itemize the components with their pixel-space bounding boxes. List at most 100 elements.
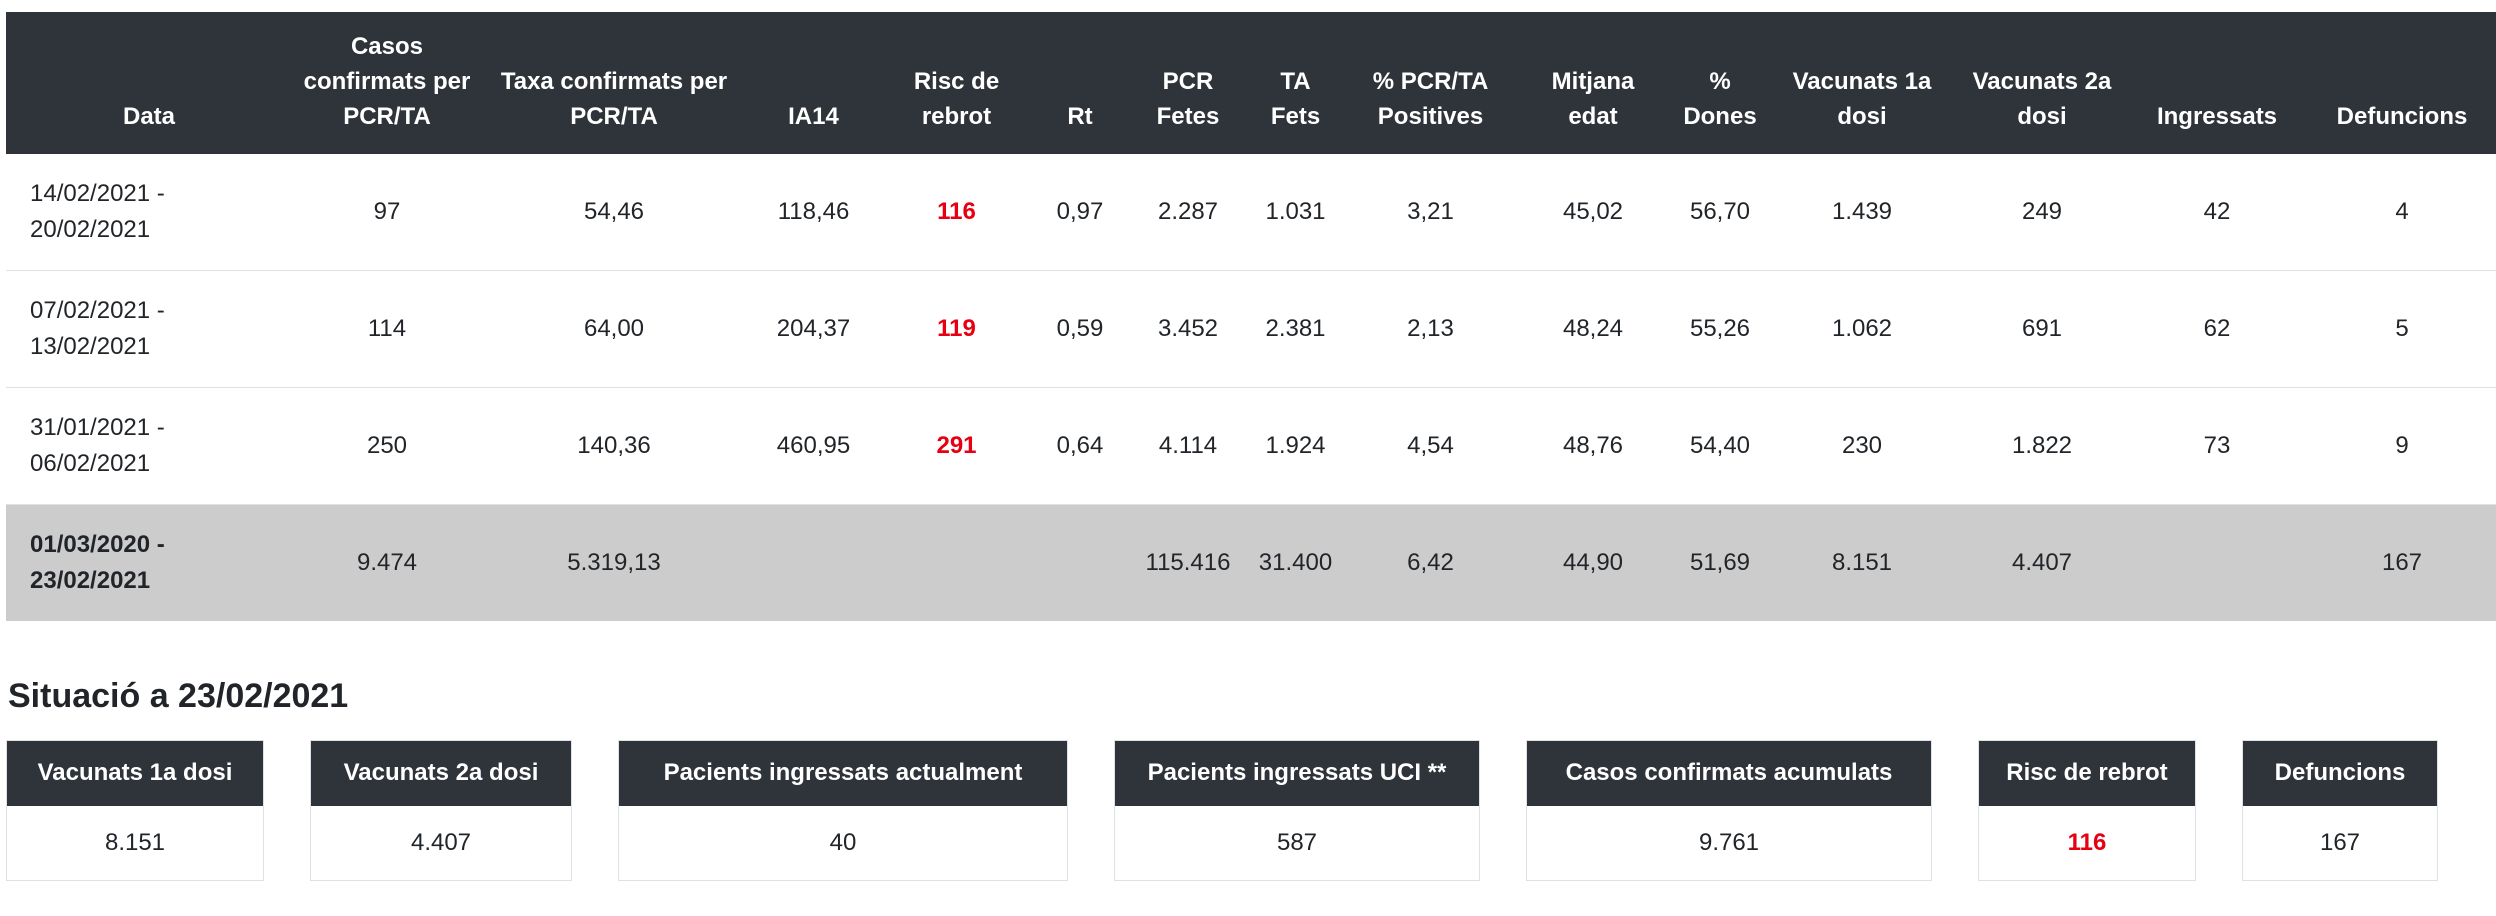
cell-rt: 0,59 xyxy=(1032,270,1128,389)
cell-vacunats-1a-dosi: 230 xyxy=(1772,387,1952,506)
covid-dashboard: Data Casos confirmats per PCR/TA Taxa co… xyxy=(6,12,2496,882)
card-value: 587 xyxy=(1115,806,1479,881)
cell-vacunats-2a-dosi: 249 xyxy=(1952,154,2132,272)
covid-weekly-table: Data Casos confirmats per PCR/TA Taxa co… xyxy=(6,12,2496,622)
cell-pcr-fetes: 3.452 xyxy=(1128,270,1248,389)
cell-data: 14/02/2021 - 20/02/2021 xyxy=(6,154,292,272)
table-row-week-3: 31/01/2021 - 06/02/2021 250 140,36 460,9… xyxy=(6,387,2496,506)
card-risc-de-rebrot: Risc de rebrot 116 xyxy=(1978,740,2196,882)
cell-vacunats-2a-dosi: 691 xyxy=(1952,270,2132,389)
cell-pct-dones: 54,40 xyxy=(1668,387,1772,506)
cell-ta-fets: 2.381 xyxy=(1248,270,1343,389)
cell-pct-pcr-ta-positives: 2,13 xyxy=(1343,270,1518,389)
column-header-vacunats-1a-dosi: Vacunats 1a dosi xyxy=(1772,12,1952,155)
cell-casos-confirmats: 9.474 xyxy=(292,504,482,622)
cell-defuncions: 167 xyxy=(2302,504,2496,622)
column-header-rt: Rt xyxy=(1032,12,1128,155)
column-header-mitjana-edat: Mitjana edat xyxy=(1518,12,1668,155)
column-header-vacunats-2a-dosi: Vacunats 2a dosi xyxy=(1952,12,2132,155)
cell-taxa-confirmats: 140,36 xyxy=(482,387,746,506)
section-title-situacio: Situació a 23/02/2021 xyxy=(8,677,349,716)
column-header-pcr-fetes: PCR Fetes xyxy=(1128,12,1248,155)
column-header-risc-rebrot: Risc de rebrot xyxy=(881,12,1032,155)
column-header-ingressats: Ingressats xyxy=(2132,12,2302,155)
card-label: Vacunats 2a dosi xyxy=(311,741,571,807)
card-vacunats-1a-dosi: Vacunats 1a dosi 8.151 xyxy=(6,740,264,882)
table-row-week-2: 07/02/2021 - 13/02/2021 114 64,00 204,37… xyxy=(6,270,2496,389)
cell-ingressats: 73 xyxy=(2132,387,2302,506)
cell-pct-dones: 55,26 xyxy=(1668,270,1772,389)
table-row-total: 01/03/2020 - 23/02/2021 9.474 5.319,13 1… xyxy=(6,504,2496,622)
cell-risc-rebrot: 119 xyxy=(881,270,1032,389)
cell-ia14: 118,46 xyxy=(746,154,881,272)
cell-mitjana-edat: 48,76 xyxy=(1518,387,1668,506)
card-vacunats-2a-dosi: Vacunats 2a dosi 4.407 xyxy=(310,740,572,882)
cell-rt xyxy=(1032,504,1128,622)
card-value: 4.407 xyxy=(311,806,571,881)
card-value: 116 xyxy=(1979,806,2195,881)
cell-pct-dones: 56,70 xyxy=(1668,154,1772,272)
table-body: 14/02/2021 - 20/02/2021 97 54,46 118,46 … xyxy=(6,154,2496,622)
summary-cards: Vacunats 1a dosi 8.151 Vacunats 2a dosi … xyxy=(6,740,2490,882)
card-label: Vacunats 1a dosi xyxy=(7,741,263,807)
cell-pct-pcr-ta-positives: 4,54 xyxy=(1343,387,1518,506)
cell-ingressats xyxy=(2132,504,2302,622)
table-header: Data Casos confirmats per PCR/TA Taxa co… xyxy=(6,12,2496,155)
card-value: 9.761 xyxy=(1527,806,1931,881)
cell-pct-pcr-ta-positives: 3,21 xyxy=(1343,154,1518,272)
column-header-ia14: IA14 xyxy=(746,12,881,155)
cell-casos-confirmats: 250 xyxy=(292,387,482,506)
column-header-pct-dones: % Dones xyxy=(1668,12,1772,155)
cell-ingressats: 62 xyxy=(2132,270,2302,389)
cell-vacunats-2a-dosi: 4.407 xyxy=(1952,504,2132,622)
cell-defuncions: 5 xyxy=(2302,270,2496,389)
cell-taxa-confirmats: 54,46 xyxy=(482,154,746,272)
column-header-casos-confirmats: Casos confirmats per PCR/TA xyxy=(292,12,482,155)
card-label: Casos confirmats acumulats xyxy=(1527,741,1931,807)
cell-casos-confirmats: 114 xyxy=(292,270,482,389)
cell-taxa-confirmats: 64,00 xyxy=(482,270,746,389)
cell-vacunats-1a-dosi: 1.439 xyxy=(1772,154,1952,272)
column-header-data: Data xyxy=(6,12,292,155)
column-header-taxa-confirmats: Taxa confirmats per PCR/TA xyxy=(482,12,746,155)
cell-defuncions: 4 xyxy=(2302,154,2496,272)
cell-vacunats-1a-dosi: 8.151 xyxy=(1772,504,1952,622)
card-defuncions: Defuncions 167 xyxy=(2242,740,2438,882)
cell-pcr-fetes: 115.416 xyxy=(1128,504,1248,622)
card-label: Defuncions xyxy=(2243,741,2437,807)
cell-mitjana-edat: 48,24 xyxy=(1518,270,1668,389)
cell-vacunats-1a-dosi: 1.062 xyxy=(1772,270,1952,389)
cell-risc-rebrot: 291 xyxy=(881,387,1032,506)
cell-taxa-confirmats: 5.319,13 xyxy=(482,504,746,622)
cell-rt: 0,64 xyxy=(1032,387,1128,506)
cell-mitjana-edat: 45,02 xyxy=(1518,154,1668,272)
card-value: 8.151 xyxy=(7,806,263,881)
cell-pcr-fetes: 2.287 xyxy=(1128,154,1248,272)
cell-mitjana-edat: 44,90 xyxy=(1518,504,1668,622)
card-value: 167 xyxy=(2243,806,2437,881)
cell-ta-fets: 1.924 xyxy=(1248,387,1343,506)
table-row-week-1: 14/02/2021 - 20/02/2021 97 54,46 118,46 … xyxy=(6,154,2496,272)
cell-rt: 0,97 xyxy=(1032,154,1128,272)
card-label: Pacients ingressats UCI ** xyxy=(1115,741,1479,807)
cell-ta-fets: 1.031 xyxy=(1248,154,1343,272)
cell-vacunats-2a-dosi: 1.822 xyxy=(1952,387,2132,506)
cell-casos-confirmats: 97 xyxy=(292,154,482,272)
cell-data: 07/02/2021 - 13/02/2021 xyxy=(6,270,292,389)
cell-risc-rebrot: 116 xyxy=(881,154,1032,272)
cell-ia14: 460,95 xyxy=(746,387,881,506)
column-header-ta-fets: TA Fets xyxy=(1248,12,1343,155)
cell-ia14: 204,37 xyxy=(746,270,881,389)
column-header-defuncions: Defuncions xyxy=(2302,12,2496,155)
cell-pct-pcr-ta-positives: 6,42 xyxy=(1343,504,1518,622)
card-label: Risc de rebrot xyxy=(1979,741,2195,807)
cell-risc-rebrot xyxy=(881,504,1032,622)
cell-defuncions: 9 xyxy=(2302,387,2496,506)
column-header-pct-pcr-ta-positives: % PCR/TA Positives xyxy=(1343,12,1518,155)
cell-pct-dones: 51,69 xyxy=(1668,504,1772,622)
header-row: Data Casos confirmats per PCR/TA Taxa co… xyxy=(6,12,2496,155)
cell-ta-fets: 31.400 xyxy=(1248,504,1343,622)
card-value: 40 xyxy=(619,806,1067,881)
card-label: Pacients ingressats actualment xyxy=(619,741,1067,807)
card-pacients-ingressats-uci: Pacients ingressats UCI ** 587 xyxy=(1114,740,1480,882)
